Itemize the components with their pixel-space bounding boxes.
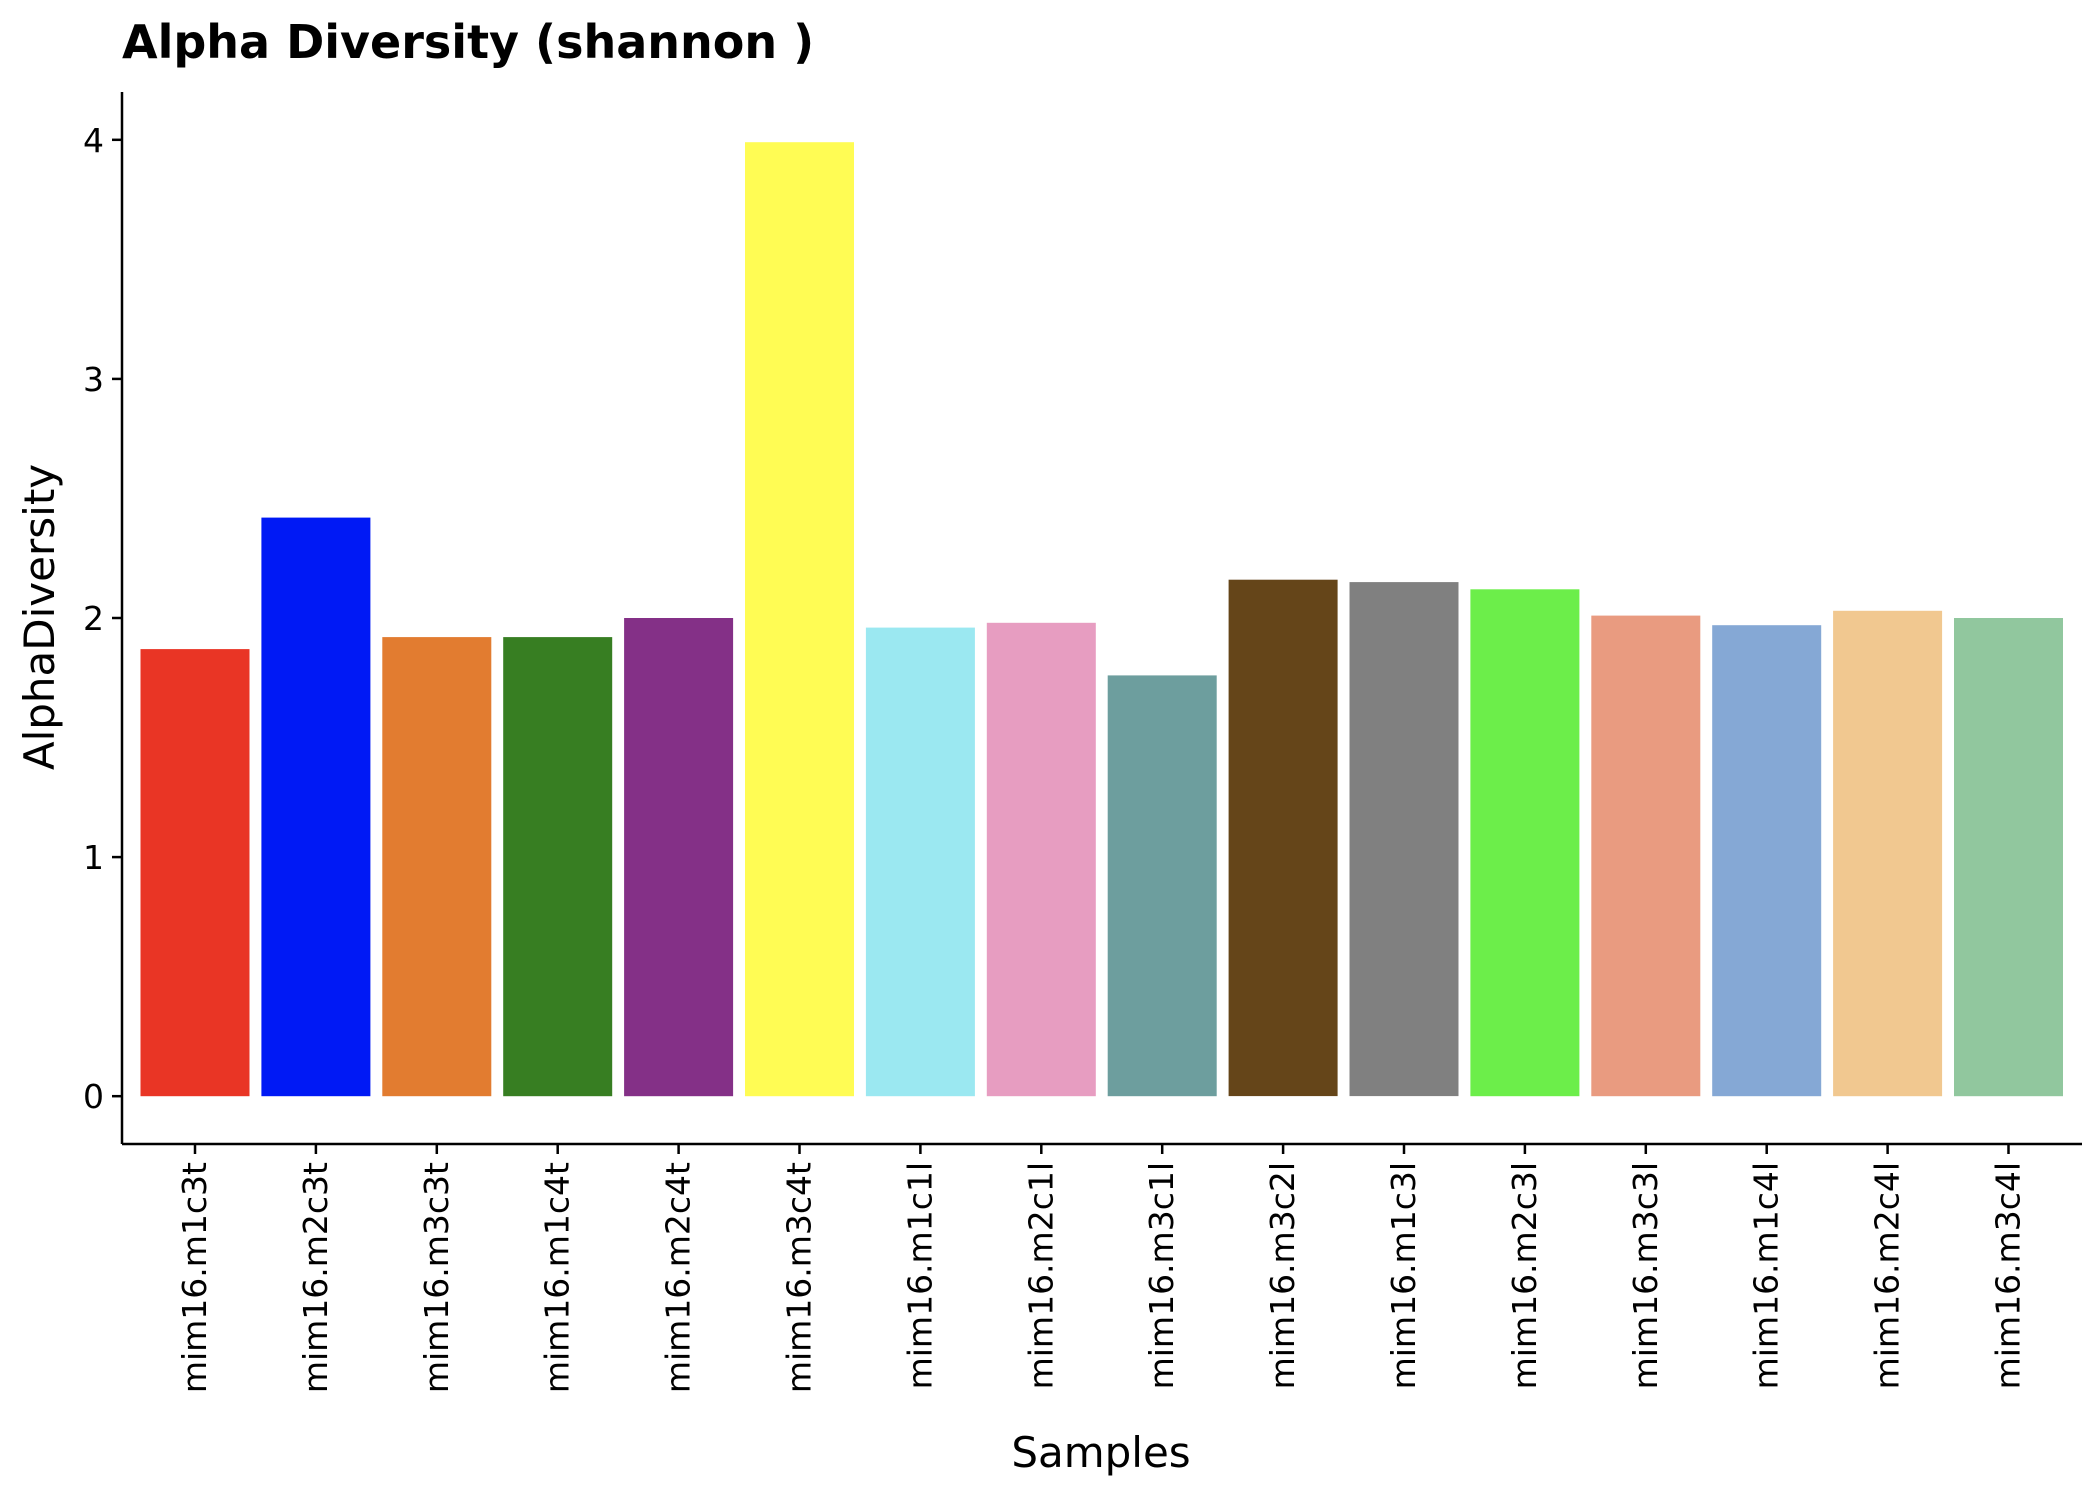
chart-title: Alpha Diversity (shannon ) [122,15,814,69]
y-tick-label: 2 [83,599,104,638]
y-tick-label: 3 [83,360,104,399]
x-tick-label: mim16.m2c1l [1021,1162,1060,1389]
bar-mim16.m3c3t [382,637,492,1097]
y-tick-label: 4 [83,121,104,160]
x-tick-label: mim16.m1c3l [1384,1162,1423,1389]
bar-mim16.m1c4t [503,637,613,1097]
bar-mim16.m3c4t [745,142,854,1097]
x-tick-label: mim16.m1c4l [1747,1162,1786,1389]
bar-mim16.m2c4l [1833,610,1943,1097]
x-tick-label: mim16.m3c4t [780,1162,819,1393]
x-tick-label: mim16.m3c3l [1626,1162,1665,1389]
bar-mim16.m2c3t [261,517,371,1097]
bar-mim16.m2c3l [1470,589,1580,1097]
bar-mim16.m2c4t [624,618,734,1097]
x-tick-label: mim16.m1c3t [175,1162,214,1393]
bar-mim16.m1c3t [140,649,250,1097]
x-tick-label: mim16.m3c4l [1989,1162,2028,1389]
bar-mim16.m1c3l [1349,582,1459,1097]
bar-mim16.m1c4l [1712,625,1822,1097]
y-tick-label: 1 [83,838,104,877]
x-tick-label: mim16.m1c4t [538,1162,577,1393]
x-tick-label: mim16.m2c4t [659,1162,698,1393]
x-tick-label: mim16.m2c3l [1505,1162,1544,1389]
bar-series [140,142,2063,1097]
bar-mim16.m1c1l [865,627,975,1097]
x-tick-label: mim16.m2c4l [1868,1162,1907,1389]
x-tick-label: mim16.m3c2l [1263,1162,1302,1389]
x-tick-label: mim16.m3c3t [417,1162,456,1393]
x-axis: mim16.m1c3t mim16.m2c3t mim16.m3c3t mim16.m… [122,1142,2082,1393]
bar-mim16.m2c1l [986,622,1096,1097]
x-tick-label: mim16.m1c1l [900,1162,939,1389]
bar-mim16.m3c1l [1107,675,1217,1097]
bar-mim16.m3c4l [1954,618,2063,1097]
y-axis-title: AlphaDiversity [15,464,64,770]
bar-mim16.m3c2l [1228,579,1338,1097]
x-tick-label: mim16.m2c3t [296,1162,335,1393]
y-tick-label: 0 [83,1077,104,1116]
y-axis: 0 1 2 3 4 [83,92,124,1144]
bar-mim16.m3c3l [1591,615,1701,1097]
x-tick-label: mim16.m3c1l [1142,1162,1181,1389]
x-axis-title: Samples [1011,1428,1190,1477]
